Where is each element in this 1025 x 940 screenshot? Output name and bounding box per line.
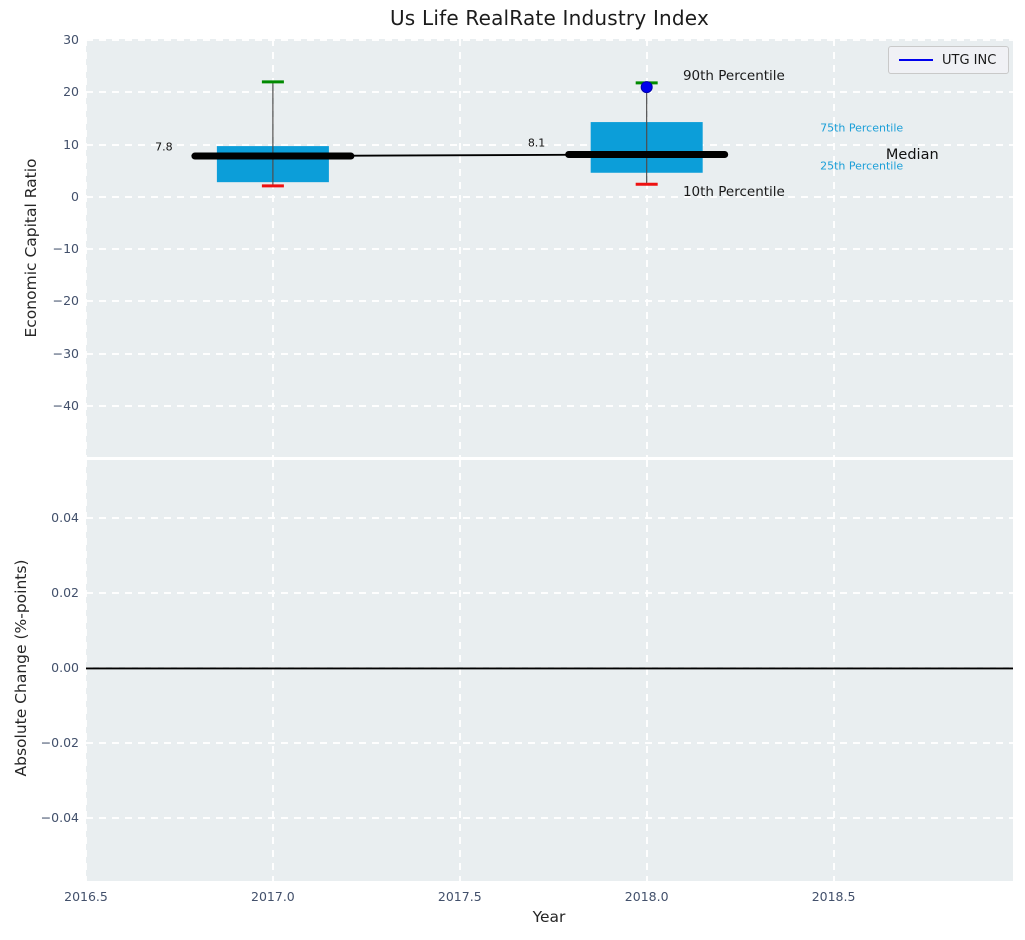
- ytick-label-bottom: −0.04: [40, 810, 79, 826]
- ytick-label-bottom: 0.00: [51, 660, 79, 676]
- xtick-label: 2018.5: [811, 889, 856, 904]
- gridline-horizontal: [86, 39, 1013, 42]
- annotation-25th-percentile: 25th Percentile: [820, 159, 904, 173]
- xtick-label: 2017.5: [437, 889, 482, 904]
- ytick-label-bottom: 0.04: [51, 510, 79, 526]
- ytick-label-top: 10: [63, 136, 79, 152]
- gridline-vertical: [86, 39, 87, 457]
- gridline-horizontal: [86, 91, 1013, 94]
- annotation-10th-percentile: 10th Percentile: [682, 184, 785, 201]
- ytick-label-top: −20: [52, 293, 79, 309]
- gridline-horizontal: [86, 817, 1013, 820]
- change-layer: [86, 667, 1013, 670]
- gridline-vertical: [832, 39, 835, 457]
- ytick-label-top: −30: [52, 345, 79, 361]
- axes-absolute-change: [86, 460, 1013, 881]
- gridline-vertical: [458, 460, 461, 881]
- ytick-label-top: −10: [52, 241, 79, 257]
- legend-line-icon: [899, 59, 933, 61]
- gridline-horizontal: [86, 742, 1013, 745]
- annotation-75th-percentile: 75th Percentile: [820, 121, 904, 135]
- annotation-8-1: 8.1: [527, 136, 546, 150]
- gridline-vertical: [832, 460, 835, 881]
- gridline-horizontal: [86, 143, 1013, 146]
- gridline-vertical: [86, 460, 87, 881]
- gridline-horizontal: [86, 300, 1013, 303]
- gridline-vertical: [645, 39, 648, 457]
- boxplot-layer: [191, 80, 729, 188]
- legend: UTG INC: [888, 46, 1009, 74]
- gridline-horizontal: [86, 248, 1013, 251]
- ytick-label-top: −40: [52, 397, 79, 413]
- xtick-label: 2018.0: [624, 889, 669, 904]
- gridline-vertical: [458, 39, 461, 457]
- ytick-label-top: 20: [63, 84, 79, 100]
- ytick-label-bottom: 0.02: [51, 585, 79, 601]
- x-axis-label: Year: [532, 908, 566, 926]
- annotation-7-8: 7.8: [155, 140, 173, 154]
- gridline-horizontal: [86, 517, 1013, 520]
- annotation-90th-percentile: 90th Percentile: [682, 68, 785, 85]
- axes-economic-capital-ratio: [86, 39, 1013, 457]
- gridline-horizontal: [86, 404, 1013, 407]
- xtick-label: 2016.5: [64, 889, 108, 904]
- company-point: [640, 81, 653, 94]
- gridline-vertical: [645, 460, 648, 881]
- gridline-vertical: [271, 39, 274, 457]
- ytick-label-top: 0: [71, 188, 79, 204]
- annotation-median: Median: [885, 146, 939, 163]
- gridline-horizontal: [86, 195, 1013, 198]
- gridline-horizontal: [86, 592, 1013, 595]
- xtick-label: 2017.0: [251, 889, 295, 904]
- gridline-vertical: [271, 460, 274, 881]
- gridline-horizontal: [86, 352, 1013, 355]
- legend-entry-label: UTG INC: [942, 52, 997, 68]
- chart-title: Us Life RealRate Industry Index: [389, 6, 710, 30]
- ytick-label-top: 30: [63, 32, 79, 48]
- ytick-label-bottom: −0.02: [40, 735, 79, 751]
